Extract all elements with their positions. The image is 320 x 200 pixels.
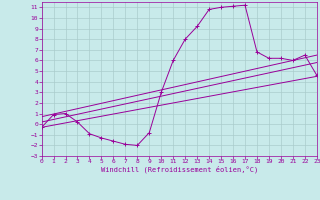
X-axis label: Windchill (Refroidissement éolien,°C): Windchill (Refroidissement éolien,°C)	[100, 166, 258, 173]
